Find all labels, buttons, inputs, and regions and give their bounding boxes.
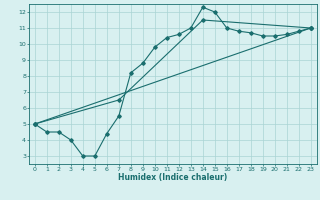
X-axis label: Humidex (Indice chaleur): Humidex (Indice chaleur) [118,173,228,182]
